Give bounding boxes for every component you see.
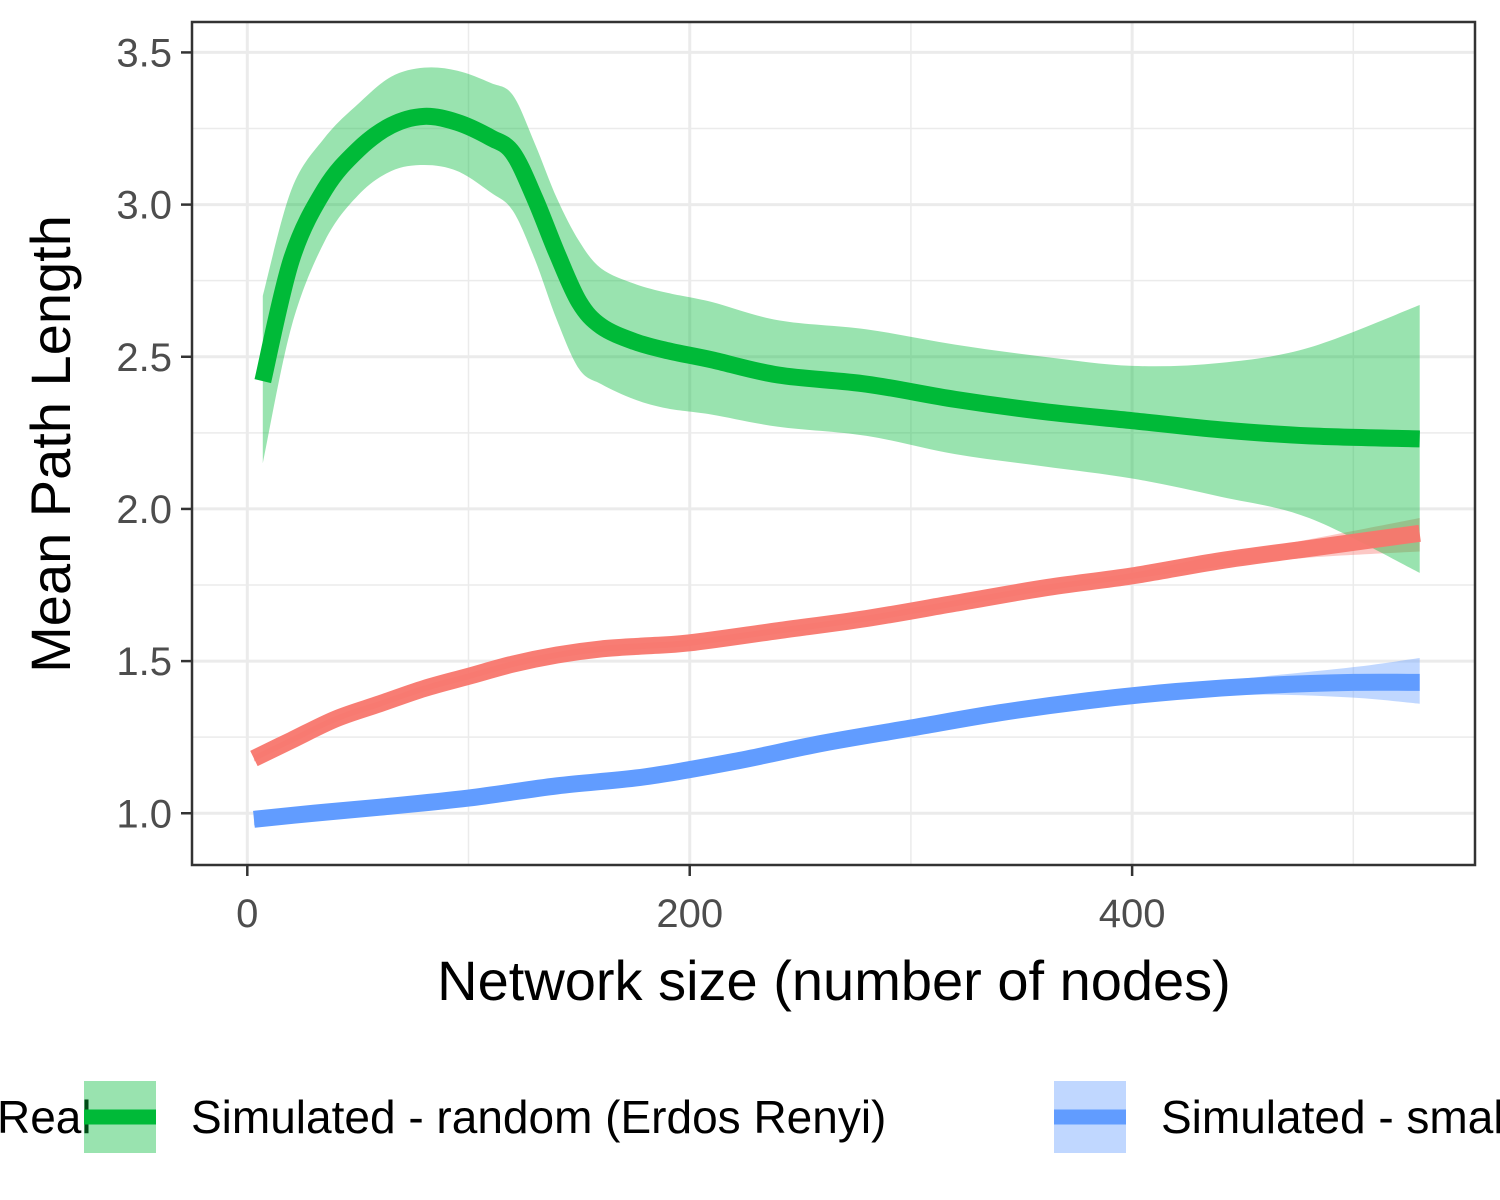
- grid: [192, 22, 1475, 865]
- legend-label: Simulated - random (Erdos Renyi): [191, 1091, 886, 1143]
- x-tick-label: 0: [236, 892, 258, 936]
- y-tick-label: 1.5: [116, 640, 172, 684]
- x-tick-label: 200: [656, 892, 723, 936]
- series-line-3: [253, 673, 1420, 828]
- legend: Real Simulated - random (Erdos Renyi) Simu…: [0, 1081, 1500, 1153]
- y-tick-label: 3.0: [116, 184, 172, 228]
- legend-label: Real: [0, 1091, 92, 1143]
- legend-label: Simulated - small world: [1161, 1091, 1500, 1143]
- series-line-1: [250, 524, 1421, 767]
- y-tick-label: 1.0: [116, 792, 172, 836]
- x-axis-title: Network size (number of nodes): [437, 949, 1231, 1012]
- y-tick-label: 3.5: [116, 31, 172, 75]
- axes: 0 200 400 1.0 1.5 2.0 2.5 3.0 3.5: [116, 31, 1165, 936]
- y-tick-label: 2.5: [116, 336, 172, 380]
- y-axis-title: Mean Path Length: [19, 215, 82, 673]
- series-line-2: [254, 107, 1420, 448]
- confidence-band-2: [262, 67, 1420, 573]
- x-tick-label: 400: [1099, 892, 1166, 936]
- plot-panel-border: [190, 20, 1477, 867]
- series-lines: [250, 107, 1421, 828]
- confidence-bands: [253, 67, 1420, 826]
- y-tick-label: 2.0: [116, 488, 172, 532]
